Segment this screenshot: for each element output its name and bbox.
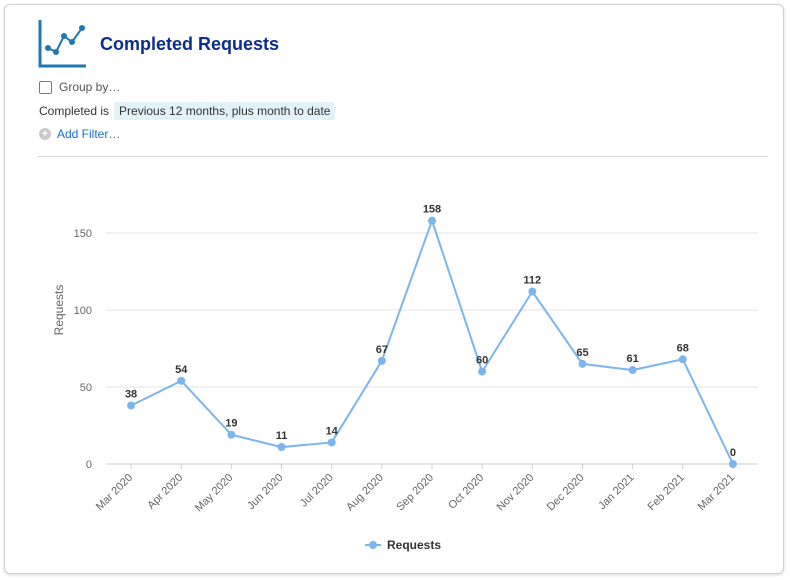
legend-swatch (365, 540, 381, 550)
x-tick-label: Mar 2020 (94, 472, 135, 513)
y-tick-label: 50 (80, 382, 92, 394)
data-point (578, 359, 587, 368)
x-tick-label: Oct 2020 (446, 472, 486, 512)
data-label: 67 (376, 344, 388, 356)
data-label: 112 (523, 275, 541, 287)
y-tick-label: 100 (74, 305, 92, 317)
data-point (227, 430, 236, 439)
data-point (377, 356, 386, 365)
divider (38, 156, 768, 157)
data-point (478, 367, 487, 376)
legend-label: Requests (387, 538, 442, 552)
add-filter-label: Add Filter… (57, 127, 121, 141)
filter-row: Completed is Previous 12 months, plus mo… (39, 102, 336, 120)
x-tick-label: Jul 2020 (298, 472, 336, 510)
data-label: 65 (576, 347, 588, 359)
data-label: 14 (326, 425, 339, 437)
x-tick-label: Apr 2020 (145, 472, 185, 512)
x-tick-label: Jan 2021 (596, 472, 636, 512)
data-label: 0 (730, 447, 736, 459)
group-by-label: Group by… (59, 80, 121, 94)
y-axis-label: Requests (52, 285, 66, 336)
data-label: 54 (175, 364, 188, 376)
page-title: Completed Requests (100, 34, 280, 54)
y-tick-label: 0 (86, 459, 92, 471)
data-point (528, 287, 537, 296)
plus-circle-icon: + (39, 128, 51, 140)
x-tick-label: Sep 2020 (394, 472, 436, 514)
x-tick-label: Aug 2020 (344, 472, 386, 514)
group-by-toggle[interactable]: Group by… (39, 80, 120, 94)
data-label: 68 (677, 342, 689, 354)
data-point (678, 355, 687, 364)
x-tick-label: Feb 2021 (646, 472, 687, 513)
x-tick-label: Mar 2021 (696, 472, 737, 513)
data-label: 19 (225, 418, 237, 430)
legend-item-requests[interactable]: Requests (365, 538, 441, 552)
data-point (728, 460, 737, 468)
report-card (4, 4, 784, 574)
x-tick-label: May 2020 (193, 472, 236, 515)
data-label: 38 (125, 388, 137, 400)
line-chart-icon (38, 20, 86, 68)
add-filter-link[interactable]: + Add Filter… (39, 127, 120, 141)
data-label: 61 (626, 353, 638, 365)
data-label: 158 (423, 204, 441, 216)
x-tick-label: Jun 2020 (245, 472, 285, 512)
filter-value-pill[interactable]: Previous 12 months, plus month to date (114, 102, 336, 120)
data-point (428, 216, 436, 225)
data-point (327, 438, 336, 447)
x-tick-label: Nov 2020 (495, 472, 537, 514)
data-point (177, 376, 186, 385)
series-line-requests (130, 217, 734, 465)
filter-field-label: Completed is (39, 104, 110, 118)
data-label: 11 (276, 430, 288, 442)
group-by-checkbox[interactable] (39, 80, 52, 94)
data-point (277, 443, 286, 452)
x-tick-label: Dec 2020 (545, 472, 587, 514)
data-label: 60 (476, 355, 488, 367)
data-point (127, 401, 136, 410)
y-tick-label: 150 (74, 228, 92, 240)
data-point (628, 366, 637, 375)
